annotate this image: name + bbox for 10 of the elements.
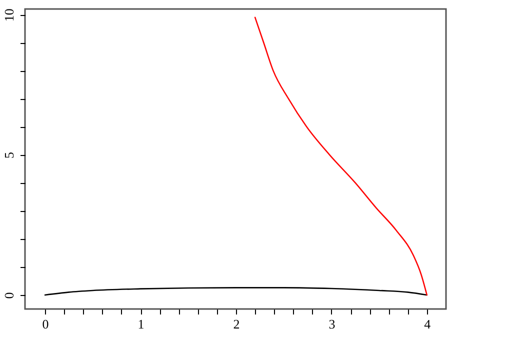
y-tick-label: 10	[2, 8, 16, 22]
y-tick-label: 0	[2, 292, 16, 299]
y-tick-label: 5	[2, 152, 16, 159]
x-tick-label: 3	[328, 316, 336, 332]
x-tick-label: 4	[424, 316, 432, 332]
x-tick-label: 0	[42, 316, 49, 332]
line-series	[254, 16, 428, 296]
x-tick-label: 2	[233, 316, 240, 332]
line-series	[44, 287, 428, 296]
x-tick-label: 1	[138, 316, 144, 332]
